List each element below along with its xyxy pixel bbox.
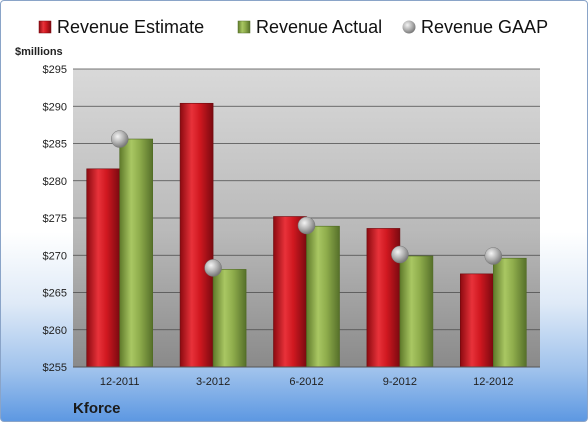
bar-revenue-estimate xyxy=(273,216,307,368)
company-label: Kforce xyxy=(73,400,121,417)
bar-revenue-estimate xyxy=(86,168,120,368)
gaap-markers xyxy=(110,130,503,277)
legend-marker-revenue-gaap xyxy=(402,20,416,34)
bars xyxy=(86,102,527,368)
y-tick-label: $290 xyxy=(43,101,67,113)
y-tick-label: $280 xyxy=(43,176,67,188)
legend-swatch-revenue-actual xyxy=(237,20,251,34)
x-tick-label: 6-2012 xyxy=(289,376,323,388)
y-tick-label: $265 xyxy=(43,288,67,300)
legend-swatch-revenue-estimate xyxy=(38,20,52,34)
y-tick-label: $275 xyxy=(43,213,67,225)
marker-revenue-gaap xyxy=(391,245,409,264)
legend-label-revenue-gaap: Revenue GAAP xyxy=(421,17,548,37)
unit-label: $millions xyxy=(15,46,63,58)
y-tick-label: $295 xyxy=(43,64,67,76)
bar-revenue-actual xyxy=(492,257,527,368)
bar-revenue-actual xyxy=(399,255,434,368)
x-tick-label: 9-2012 xyxy=(383,376,417,388)
y-tick-label: $260 xyxy=(43,325,67,337)
bar-revenue-actual xyxy=(212,269,247,368)
x-tick-label: 12-2011 xyxy=(100,376,140,388)
legend-label-revenue-estimate: Revenue Estimate xyxy=(57,17,204,37)
marker-revenue-gaap xyxy=(204,259,222,277)
x-axis-tick-labels: 12-2011 3-2012 6-2012 9-2012 12-2012 xyxy=(100,376,514,388)
bar-revenue-estimate xyxy=(459,273,494,368)
bar-revenue-estimate xyxy=(179,102,214,368)
y-tick-label: $270 xyxy=(43,250,67,262)
y-tick-label: $255 xyxy=(43,362,67,374)
marker-revenue-gaap xyxy=(110,130,129,148)
y-tick-label: $285 xyxy=(43,139,67,151)
x-tick-label: 3-2012 xyxy=(196,376,230,388)
y-axis-tick-labels: $255 $260 $265 $270 $275 $280 $285 $290 $295 xyxy=(43,64,67,374)
bar-revenue-actual xyxy=(119,138,153,368)
marker-revenue-gaap xyxy=(297,216,316,235)
legend: Revenue Estimate Revenue Actual Revenue … xyxy=(38,17,548,37)
marker-revenue-gaap xyxy=(484,247,503,265)
legend-label-revenue-actual: Revenue Actual xyxy=(256,17,382,37)
x-tick-label: 12-2012 xyxy=(473,376,513,388)
bar-revenue-actual xyxy=(306,225,340,368)
